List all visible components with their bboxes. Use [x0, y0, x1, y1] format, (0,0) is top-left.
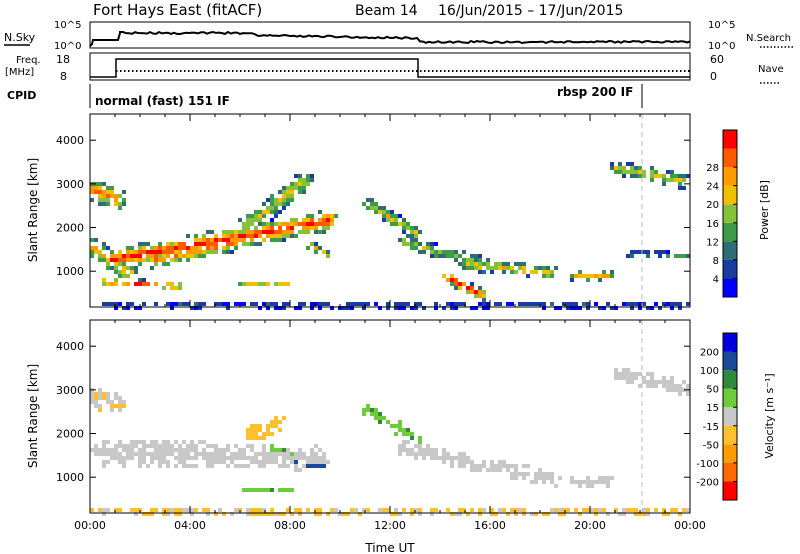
power-colorbar-tick: 8 [713, 256, 719, 267]
nsky-left-tick-bottom: 10^0 [54, 41, 81, 52]
freq-right-tick-bottom: 0 [710, 70, 717, 83]
cpid-panel: CPID normal (fast) 151 IF rbsp 200 IF [7, 84, 643, 108]
velocity-colorbar-tick: -200 [696, 477, 719, 488]
ytick-label: 3000 [56, 178, 84, 191]
velocity-panel: 1000 2000 3000 4000 00:00 04:00 08:00 12:00 16:0… [26, 319, 706, 554]
xtick-label: 00:00 [674, 519, 706, 532]
power-colorbar-tick: 20 [706, 200, 719, 211]
xtick-label: 12:00 [374, 519, 406, 532]
velocity-colorbar-tick: -100 [696, 459, 719, 470]
freq-trace [90, 58, 690, 78]
freq-label: Freq. [16, 55, 41, 66]
nsky-right-tick-bottom: 10^0 [708, 41, 735, 52]
xtick-label: 08:00 [274, 519, 306, 532]
power-colorbar-swatch [723, 278, 737, 297]
cpid-mode-right: rbsp 200 IF [557, 85, 633, 99]
freq-panel: Freq. [MHz] 18 8 60 0 Nave [5, 52, 784, 84]
velocity-colorbar-swatch [723, 370, 737, 389]
velocity-heatmap [90, 368, 690, 516]
ytick-label: 4000 [56, 134, 84, 147]
station-title: Fort Hays East (fitACF) [93, 1, 262, 19]
xtick-label: 20:00 [574, 519, 606, 532]
velocity-colorbar-label: Velocity [m s⁻¹] [763, 373, 776, 458]
velocity-colorbar-swatch [723, 407, 737, 426]
power-colorbar-swatch [723, 204, 737, 223]
power-colorbar-tick: 28 [706, 163, 719, 174]
velocity-ylabel: Slant Range [km] [26, 364, 40, 468]
x-axis-label: Time UT [364, 541, 415, 554]
power-ylabel: Slant Range [km] [26, 158, 40, 262]
velocity-colorbar-swatch [723, 333, 737, 352]
freq-left-tick-top: 18 [56, 53, 70, 66]
power-heatmap [90, 162, 690, 310]
xtick-label: 16:00 [474, 519, 506, 532]
beam-label: Beam 14 [355, 3, 418, 19]
velocity-colorbar-swatch [723, 481, 737, 500]
cpid-label: CPID [7, 89, 36, 102]
power-colorbar-swatch [723, 241, 737, 260]
velocity-colorbar-swatch [723, 462, 737, 482]
velocity-colorbar-swatch [723, 444, 737, 463]
power-colorbar-tick: 12 [706, 237, 719, 248]
freq-unit: [MHz] [5, 67, 34, 78]
velocity-colorbar-tick: -15 [703, 422, 719, 433]
nsky-left-tick-top: 10^5 [54, 20, 81, 31]
xtick-label: 00:00 [74, 519, 106, 532]
ytick-label: 2000 [56, 222, 84, 235]
nave-label: Nave [758, 64, 784, 75]
power-colorbar-swatch [723, 130, 737, 149]
ytick-label: 4000 [56, 340, 84, 353]
nsky-panel: N.Sky 10^5 10^0 10^5 10^0 N.Search [4, 20, 794, 52]
velocity-colorbar-tick: -50 [703, 440, 719, 451]
ytick-label: 3000 [56, 384, 84, 397]
power-colorbar-label: Power [dB] [758, 180, 771, 240]
power-panel: 1000 2000 3000 4000 Slant Range [km] [26, 113, 691, 310]
xtick-label: 04:00 [174, 519, 206, 532]
power-colorbar: 4 8 12 16 20 24 28 [706, 129, 738, 298]
power-colorbar-tick: 16 [706, 219, 719, 230]
velocity-colorbar-tick: 50 [706, 385, 719, 396]
nsky-trace [89, 30, 691, 47]
ytick-label: 1000 [56, 471, 84, 484]
power-colorbar-swatch [723, 185, 737, 205]
velocity-colorbar-tick: 15 [706, 403, 719, 414]
power-colorbar-swatch [723, 148, 737, 168]
ytick-label: 1000 [56, 265, 84, 278]
nsearch-label: N.Search [746, 33, 791, 44]
nsky-label: N.Sky [4, 31, 36, 44]
power-colorbar-tick: 4 [713, 274, 719, 285]
power-colorbar-tick: 24 [706, 182, 719, 193]
velocity-colorbar: 200 100 50 15 -15 -50 -100 -200 [696, 332, 738, 501]
velocity-colorbar-tick: 100 [700, 366, 719, 377]
ytick-label: 2000 [56, 428, 84, 441]
power-colorbar-swatch [723, 222, 737, 242]
velocity-colorbar-swatch [723, 388, 737, 408]
cpid-mode-left: normal (fast) 151 IF [95, 94, 230, 108]
freq-right-tick-top: 60 [710, 53, 724, 66]
velocity-colorbar-swatch [723, 351, 737, 371]
velocity-colorbar-tick: 200 [700, 348, 719, 359]
nsky-right-tick-top: 10^5 [708, 20, 735, 31]
power-colorbar-swatch [723, 259, 737, 279]
date-range: 16/Jun/2015 – 17/Jun/2015 [438, 3, 623, 19]
power-colorbar-swatch [723, 167, 737, 186]
freq-left-tick-bottom: 8 [60, 70, 67, 83]
velocity-colorbar-swatch [723, 425, 737, 445]
